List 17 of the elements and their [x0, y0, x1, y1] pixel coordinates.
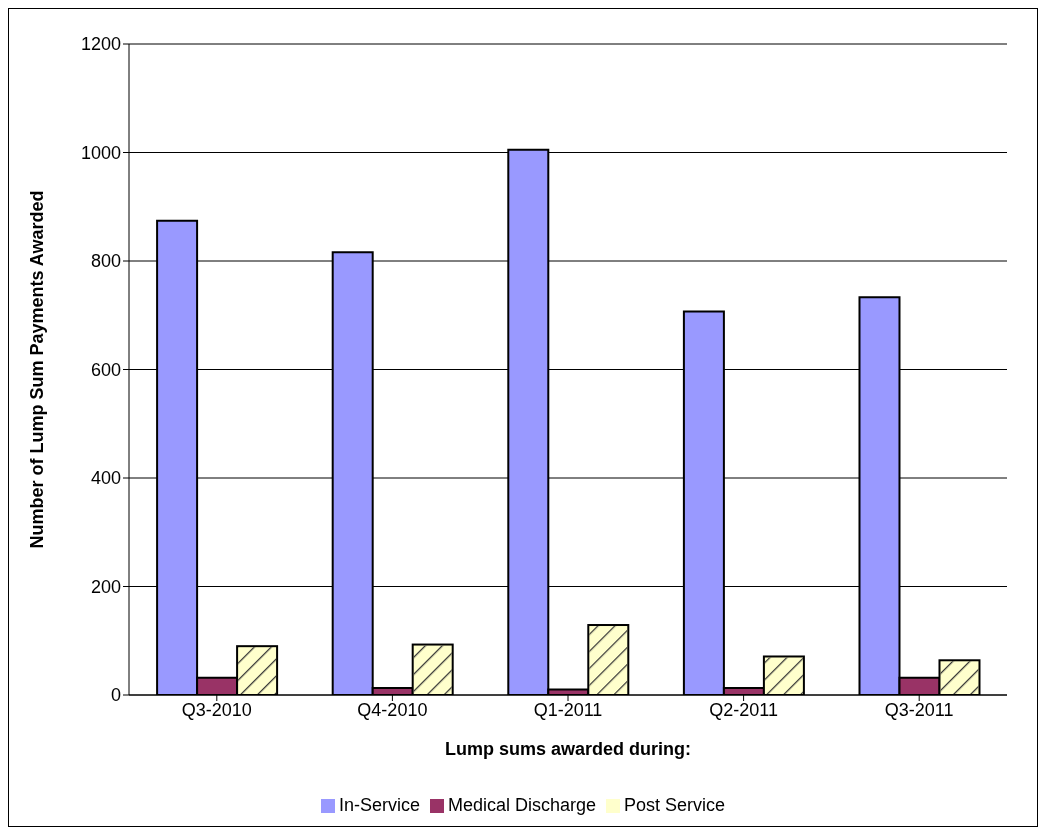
- x-tick-label: Q1-2011: [533, 699, 603, 720]
- y-axis-title: Number of Lump Sum Payments Awarded: [27, 190, 48, 549]
- x-tick-label: Q4-2010: [357, 699, 428, 720]
- legend-label: In-Service: [338, 795, 420, 815]
- y-tick-label: 0: [110, 685, 121, 706]
- legend-label: Post Service: [624, 795, 726, 815]
- x-axis-title: Lump sums awarded during:: [444, 739, 692, 759]
- y-tick-label: 600: [90, 359, 121, 380]
- legend-label: Medical Discharge: [447, 795, 597, 815]
- x-tick-label: Q3-2011: [884, 699, 954, 720]
- y-tick-label: 400: [90, 468, 121, 489]
- y-tick-label: 1000: [80, 142, 121, 163]
- y-tick-label: 200: [90, 576, 121, 597]
- x-tick-label: Q2-2011: [709, 699, 778, 720]
- y-tick-label: 1200: [80, 34, 121, 55]
- y-tick-label: 800: [90, 251, 121, 272]
- x-tick-label: Q3-2010: [181, 699, 252, 720]
